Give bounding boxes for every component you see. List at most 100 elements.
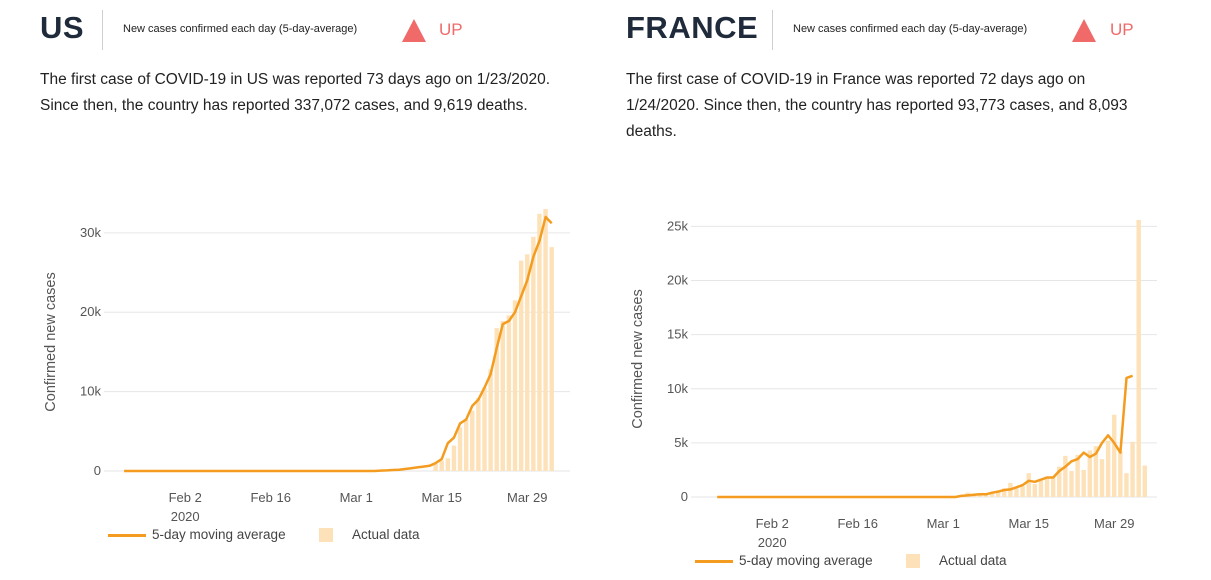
country-title: US xyxy=(40,10,85,45)
x-tick-label: Feb 16 xyxy=(837,516,877,531)
actual-bar xyxy=(1142,465,1147,497)
metric-label: New cases confirmed each day (5-day-aver… xyxy=(123,23,358,35)
legend-line-swatch xyxy=(695,560,733,563)
actual-bar xyxy=(1075,454,1080,497)
actual-bar xyxy=(1130,441,1135,497)
legend-line-swatch xyxy=(108,534,146,537)
moving-average-line xyxy=(124,215,553,473)
y-tick-label: 10k xyxy=(80,384,101,399)
actual-bar xyxy=(470,410,475,471)
actual-bar xyxy=(476,397,481,471)
trend-up-icon xyxy=(1072,19,1096,42)
y-tick-label: 30k xyxy=(80,225,101,240)
summary-line: The first case of COVID-19 in US was rep… xyxy=(40,71,551,88)
actual-bar xyxy=(506,315,512,471)
actual-bar xyxy=(1099,459,1105,497)
actual-bar xyxy=(1136,219,1141,497)
legend-actual-label: Actual data xyxy=(352,527,420,542)
us-cases-chart: 0 10k 20k 30k Feb 2 Feb 16 Mar 1 Mar 15 Mar 29 20… xyxy=(43,209,570,524)
actual-bar xyxy=(1002,488,1007,497)
summary-line: 1/24/2020. Since then, the country has r… xyxy=(626,97,1128,114)
y-axis-label: Confirmed new cases xyxy=(43,272,59,411)
actual-bar xyxy=(1118,451,1123,497)
summary-text: The first case of COVID-19 in France was… xyxy=(626,67,1128,145)
actual-bar xyxy=(1057,466,1062,497)
actual-bar xyxy=(1069,471,1074,497)
actual-bar xyxy=(1032,484,1038,497)
actual-bar xyxy=(989,492,995,497)
legend-actual-label: Actual data xyxy=(939,553,1007,568)
title-divider xyxy=(102,10,103,50)
summary-line: deaths. xyxy=(626,123,677,140)
actual-bar xyxy=(1020,486,1025,497)
actual-bar xyxy=(1105,440,1111,497)
y-tick-label: 15k xyxy=(667,327,688,342)
summary-text: The first case of COVID-19 in US was rep… xyxy=(40,67,550,119)
legend-bar-swatch xyxy=(319,528,333,542)
actual-bar xyxy=(433,463,438,471)
country-title: FRANCE xyxy=(626,10,759,45)
x-year-label: 2020 xyxy=(758,535,787,550)
x-year-label: 2020 xyxy=(171,509,200,524)
actual-bar xyxy=(1026,473,1031,497)
france-cases-chart: 0 5k 10k 15k 20k 25k Feb 2 Feb 16 Mar 1 Mar 15 Mar… xyxy=(630,218,1157,550)
actual-bar xyxy=(537,213,542,471)
actual-bar xyxy=(518,260,524,471)
legend-bar-swatch xyxy=(906,554,920,568)
actual-bar xyxy=(439,460,444,471)
actual-bar xyxy=(512,300,518,471)
summary-line: The first case of COVID-19 in France was… xyxy=(626,71,1086,88)
actual-bar xyxy=(1087,450,1093,497)
actual-bar xyxy=(531,236,536,471)
metric-label: New cases confirmed each day (5-day-aver… xyxy=(793,23,1028,35)
y-tick-label: 0 xyxy=(94,463,101,478)
x-tick-label: Mar 15 xyxy=(1008,516,1048,531)
us-panel: US New cases confirmed each day (5-day-a… xyxy=(0,0,590,580)
actual-bar xyxy=(1093,446,1099,497)
x-tick-label: Mar 15 xyxy=(421,490,461,505)
actual-bar xyxy=(995,490,1001,497)
legend-average-label: 5-day moving average xyxy=(739,553,873,568)
y-tick-label: 5k xyxy=(674,435,688,450)
france-panel: FRANCE New cases confirmed each day (5-d… xyxy=(587,0,1177,580)
y-tick-label: 10k xyxy=(667,381,688,396)
actual-bar xyxy=(525,254,530,471)
actual-bar xyxy=(1081,469,1086,497)
x-tick-label: Feb 2 xyxy=(169,490,202,505)
trend-label: UP xyxy=(1110,20,1134,39)
y-tick-label: 0 xyxy=(681,489,688,504)
legend-average-label: 5-day moving average xyxy=(152,527,286,542)
actual-bar xyxy=(977,494,983,497)
y-axis-label: Confirmed new cases xyxy=(630,289,646,428)
x-tick-label: Mar 1 xyxy=(340,490,373,505)
actual-bar xyxy=(451,445,457,471)
actual-bar xyxy=(543,209,548,471)
actual-bar xyxy=(1063,455,1068,497)
x-tick-label: Mar 29 xyxy=(1094,516,1134,531)
y-tick-label: 20k xyxy=(80,304,101,319)
actual-bar xyxy=(549,247,554,471)
actual-bar xyxy=(463,419,469,471)
actual-bar xyxy=(488,369,493,471)
y-tick-label: 25k xyxy=(667,218,688,233)
actual-bar xyxy=(500,320,506,471)
x-tick-label: Mar 1 xyxy=(927,516,960,531)
trend-label: UP xyxy=(439,20,463,39)
actual-bar xyxy=(482,387,487,471)
trend-up-icon xyxy=(402,19,426,42)
actual-bar xyxy=(494,328,499,471)
actual-bar xyxy=(1124,473,1129,497)
actual-bar xyxy=(1038,480,1044,497)
x-tick-label: Feb 2 xyxy=(756,516,789,531)
actual-bar xyxy=(445,458,451,471)
actual-bar xyxy=(1014,488,1019,497)
actual-bar xyxy=(457,427,463,471)
summary-line: Since then, the country has reported 337… xyxy=(40,97,528,114)
x-tick-label: Feb 16 xyxy=(250,490,290,505)
actual-bar xyxy=(1044,476,1050,497)
title-divider xyxy=(772,10,773,50)
actual-bar xyxy=(1050,476,1056,497)
actual-bar xyxy=(1112,414,1117,497)
moving-average-line xyxy=(717,374,1134,499)
y-tick-label: 20k xyxy=(667,273,688,288)
